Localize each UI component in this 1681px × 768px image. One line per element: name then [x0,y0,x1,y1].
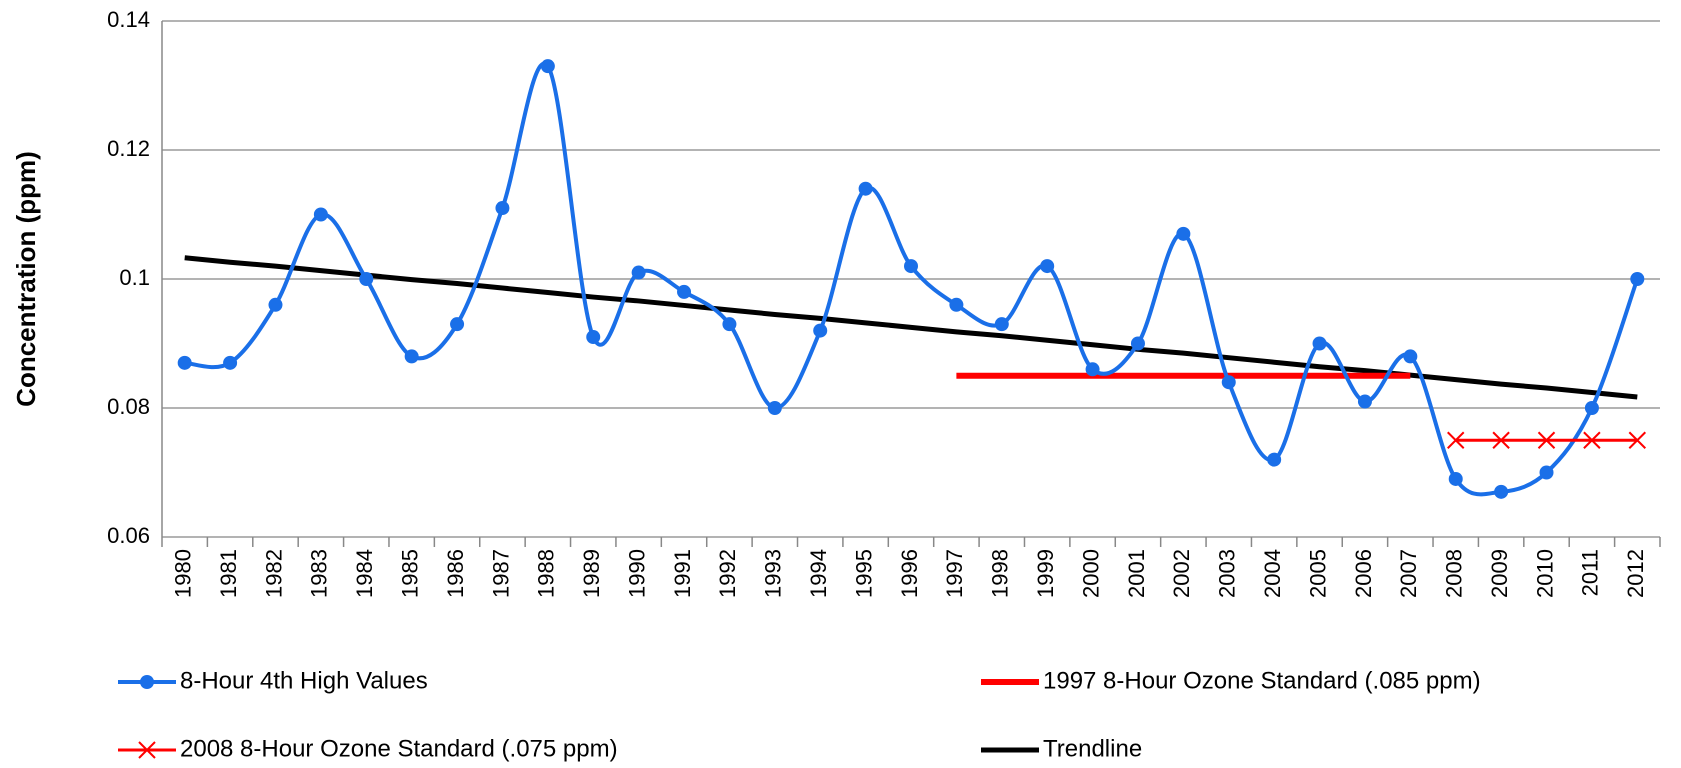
point [1448,471,1463,486]
legend-label: 8-Hour 4th High Values [180,667,428,694]
point [677,284,692,299]
x-tick-label: 2001 [1124,549,1149,598]
x-tick-label: 1987 [488,549,513,598]
y-tick-label: 0.12 [107,136,150,161]
y-tick-label: 0.08 [107,394,150,419]
legend-label: 2008 8-Hour Ozone Standard (.075 ppm) [180,735,618,762]
y-tick-label: 0.14 [107,7,150,32]
x-tick-label: 1986 [443,549,468,598]
point [949,297,964,312]
point [495,201,510,216]
point [1583,431,1601,449]
series-line [184,61,1640,497]
point [1539,465,1554,480]
point [404,349,419,364]
x-tick-label: 2000 [1078,549,1103,598]
x-tick-label: 1981 [216,549,241,598]
x-tick-label: 1989 [579,549,604,598]
point [722,317,737,332]
y-tick-label: 0.06 [107,523,150,548]
legend-label: 1997 8-Hour Ozone Standard (.085 ppm) [1043,667,1481,694]
point [1630,272,1645,286]
point [904,259,918,274]
x-tick-label: 1993 [761,549,786,598]
point [1221,375,1236,390]
point [1130,336,1145,351]
point [177,355,192,370]
point [1584,401,1599,415]
point [1537,431,1556,449]
point [858,181,873,196]
x-tick-label: 2011 [1578,549,1603,596]
x-tick-label: 1982 [261,549,286,598]
point [223,355,238,370]
point [1494,484,1509,499]
x-tick-label: 2006 [1351,549,1376,598]
point [767,401,782,415]
point [540,59,555,74]
x-tick-label: 2007 [1396,549,1421,598]
x-tick-label: 1980 [171,549,196,598]
point [1085,362,1100,377]
x-tick-label: 1995 [851,549,876,598]
point [1357,394,1372,409]
x-tick-label: 2003 [1215,549,1240,598]
legend-label: Trendline [1043,735,1142,762]
point [268,297,283,312]
point [1628,431,1647,449]
x-tick-label: 1983 [307,549,332,598]
point [450,317,465,332]
x-tick-label: 2004 [1260,549,1285,598]
point [1492,431,1510,449]
x-tick-label: 2012 [1623,549,1648,598]
x-tick-label: 1984 [352,549,377,598]
x-tick-label: 1998 [988,549,1013,598]
point [813,323,828,338]
x-tick-label: 2009 [1487,549,1512,598]
x-tick-label: 1997 [942,549,967,598]
point [1176,226,1191,241]
x-tick-label: 1992 [715,549,740,598]
x-tick-label: 1999 [1033,549,1058,598]
point [586,330,601,345]
x-tick-label: 1990 [624,549,649,598]
point [140,675,154,689]
x-tick-label: 2002 [1169,549,1194,598]
point [1447,431,1465,449]
y-tick-label: 0.1 [119,265,150,290]
point [1312,336,1327,351]
point [1403,349,1418,364]
point [994,317,1009,332]
x-tick-label: 1991 [670,549,695,598]
point [359,272,374,286]
x-tick-label: 2005 [1305,549,1330,598]
point [1040,259,1055,274]
x-tick-label: 1996 [897,549,922,598]
point [313,207,328,222]
point [631,265,646,280]
point [138,741,156,759]
x-tick-label: 1988 [534,549,559,598]
x-tick-label: 1994 [806,549,831,598]
x-tick-label: 2008 [1442,549,1467,598]
y-axis-label: Concentration (ppm) [11,151,41,407]
x-tick-label: 1985 [397,549,422,598]
point [1267,452,1282,467]
x-tick-label: 2010 [1532,549,1557,598]
